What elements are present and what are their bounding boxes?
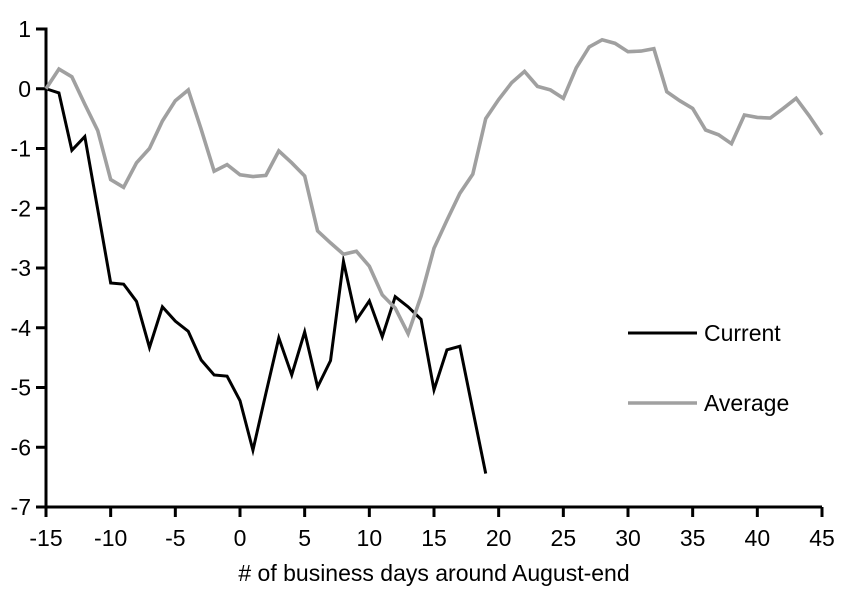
x-tick-label: -15 — [29, 525, 62, 551]
y-tick-label: -1 — [11, 136, 31, 162]
x-tick-label: 15 — [421, 525, 447, 551]
legend-label-average: Average — [704, 390, 789, 416]
y-tick-label: -5 — [11, 375, 31, 401]
x-tick-label: 40 — [745, 525, 771, 551]
x-tick-label: -5 — [165, 525, 185, 551]
y-tick-label: -4 — [11, 315, 32, 341]
y-tick-label: -6 — [11, 434, 31, 460]
y-tick-label: 1 — [18, 16, 31, 42]
y-tick-label: -7 — [11, 494, 31, 520]
x-tick-label: 0 — [234, 525, 247, 551]
x-tick-label: 25 — [551, 525, 577, 551]
x-tick-label: 20 — [486, 525, 512, 551]
series-line-average — [44, 37, 824, 339]
plot-area: 10-1-2-3-4-5-6-7-15 -10 -5 0 5 10 15 20 25 30 35 40… — [11, 16, 835, 551]
x-axis-title: # of business days around August-end — [238, 560, 629, 586]
x-tick-label: 5 — [298, 525, 311, 551]
x-tick-label: 10 — [357, 525, 383, 551]
legend-label-current: Current — [704, 320, 781, 346]
y-tick-label: -2 — [11, 195, 31, 221]
series-line-current — [45, 87, 488, 474]
legend: Current Average — [628, 320, 789, 416]
y-tick-label: -3 — [11, 255, 31, 281]
x-tick-label: 35 — [680, 525, 706, 551]
y-tick-label: 0 — [18, 76, 31, 102]
x-tick-label: 30 — [615, 525, 641, 551]
x-tick-label: 45 — [809, 525, 835, 551]
x-tick-label: -10 — [94, 525, 127, 551]
